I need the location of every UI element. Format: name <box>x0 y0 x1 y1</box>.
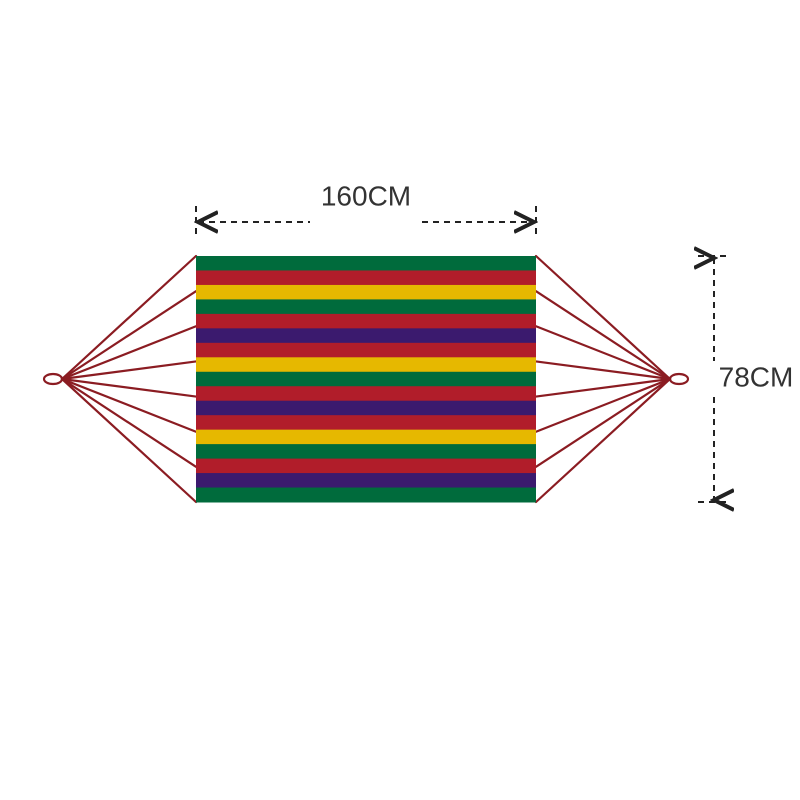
hammock-ropes-left <box>62 256 196 502</box>
dimension-height: 78CM <box>698 256 793 502</box>
dimension-width: 160CM <box>196 180 536 238</box>
hammock-fabric <box>196 256 536 503</box>
dimension-width-label: 160CM <box>321 180 411 211</box>
hammock-dimension-diagram: 160CM 78CM <box>0 0 800 800</box>
hammock-ropes-right <box>536 256 670 502</box>
dimension-height-label: 78CM <box>719 361 794 392</box>
